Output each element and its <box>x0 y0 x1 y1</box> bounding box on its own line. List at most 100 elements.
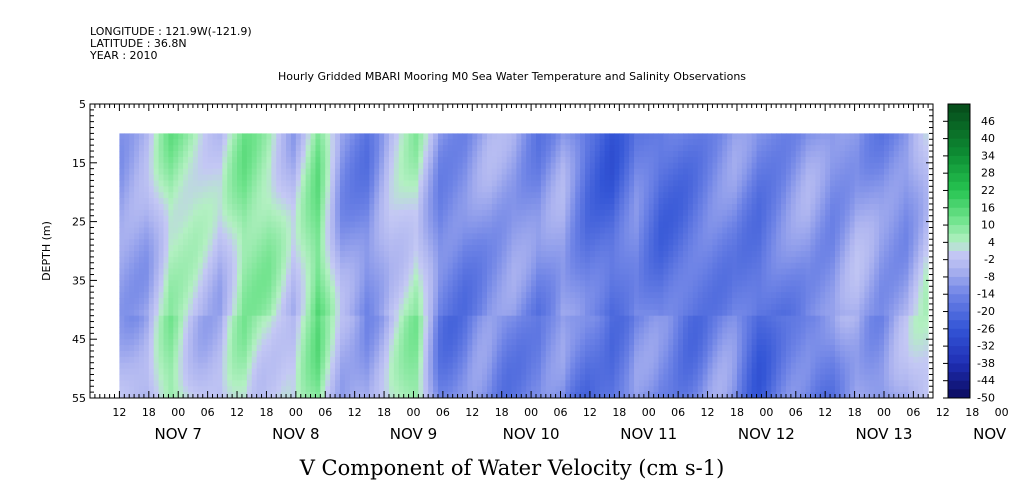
heatmap-cell <box>315 392 321 399</box>
heatmap-cell <box>624 292 630 299</box>
heatmap-cell <box>300 356 307 364</box>
heatmap-cell <box>148 368 155 375</box>
heatmap-cell <box>300 198 307 205</box>
heatmap-cell <box>197 292 204 299</box>
heatmap-cell <box>643 386 650 393</box>
heatmap-cell <box>428 239 434 246</box>
heatmap-cell <box>398 315 405 323</box>
heatmap-cell <box>168 256 174 264</box>
heatmap-cell <box>251 339 258 346</box>
heatmap-cell <box>467 168 473 176</box>
heatmap-cell <box>354 145 361 152</box>
heatmap-cell <box>580 315 586 323</box>
heatmap-cell <box>594 233 601 240</box>
heatmap-cell <box>589 374 596 381</box>
heatmap-cell <box>286 315 292 323</box>
heatmap-cell <box>315 321 321 328</box>
heatmap-cell <box>442 221 449 228</box>
heatmap-cell <box>398 251 405 258</box>
heatmap-cell <box>531 362 537 370</box>
heatmap-cell <box>491 156 498 164</box>
heatmap-cell <box>486 356 493 364</box>
heatmap-cell <box>496 380 503 387</box>
heatmap-cell <box>290 392 297 399</box>
heatmap-cell <box>227 315 233 323</box>
heatmap-cell <box>418 339 424 346</box>
heatmap-cell <box>643 256 650 264</box>
heatmap-cell <box>408 162 414 170</box>
heatmap-cell <box>609 227 615 234</box>
heatmap-cell <box>501 245 508 252</box>
heatmap-cell <box>526 380 532 387</box>
heatmap-cell <box>315 151 321 158</box>
heatmap-cell <box>143 362 150 370</box>
heatmap-cell <box>408 145 414 152</box>
heatmap-cell <box>585 362 591 370</box>
heatmap-cell <box>335 256 341 264</box>
heatmap-cell <box>173 333 179 340</box>
heatmap-cell <box>477 298 483 305</box>
heatmap-cell <box>188 315 194 323</box>
heatmap-cell <box>413 186 419 193</box>
heatmap-cell <box>624 321 630 328</box>
heatmap-cell <box>575 256 581 264</box>
heatmap-cell <box>437 315 444 323</box>
heatmap-cell <box>276 327 282 334</box>
heatmap-cell <box>261 168 267 176</box>
heatmap-cell <box>560 309 566 317</box>
heatmap-cell <box>482 315 488 323</box>
heatmap-cell <box>158 139 165 146</box>
heatmap-cell <box>398 298 405 305</box>
heatmap-cell <box>374 380 380 387</box>
heatmap-cell <box>188 180 194 187</box>
heatmap-cell <box>300 280 307 287</box>
heatmap-cell <box>344 151 351 158</box>
heatmap-cell <box>320 315 326 323</box>
heatmap-cell <box>315 133 321 140</box>
heatmap-cell <box>545 198 552 205</box>
heatmap-cell <box>158 309 165 317</box>
heatmap-cell <box>570 286 576 293</box>
heatmap-cell <box>540 350 547 358</box>
heatmap-cell <box>594 174 601 181</box>
heatmap-cell <box>124 198 130 205</box>
heatmap-cell <box>570 245 576 252</box>
heatmap-cell <box>570 203 576 211</box>
heatmap-cell <box>634 280 640 287</box>
heatmap-cell <box>335 180 341 187</box>
heatmap-cell <box>364 374 370 381</box>
heatmap-cell <box>286 186 292 193</box>
heatmap-cell <box>305 303 312 311</box>
heatmap-cell <box>379 233 385 240</box>
heatmap-cell <box>619 174 625 181</box>
heatmap-cell <box>496 362 503 370</box>
heatmap-cell <box>604 168 611 176</box>
heatmap-cell <box>575 262 581 270</box>
heatmap-cell <box>511 303 517 311</box>
heatmap-cell <box>452 203 459 211</box>
heatmap-cell <box>286 292 292 299</box>
heatmap-cell <box>246 174 253 181</box>
heatmap-cell <box>173 268 179 276</box>
heatmap-cell <box>202 262 209 270</box>
heatmap-cell <box>237 268 243 276</box>
heatmap-cell <box>599 198 606 205</box>
heatmap-cell <box>266 368 272 375</box>
heatmap-cell <box>290 362 297 370</box>
heatmap-cell <box>359 145 365 152</box>
heatmap-cell <box>457 145 463 152</box>
heatmap-cell <box>496 215 503 223</box>
heatmap-cell <box>511 151 517 158</box>
heatmap-cell <box>482 251 488 258</box>
heatmap-cell <box>197 380 204 387</box>
heatmap-cell <box>379 374 385 381</box>
heatmap-cell <box>148 139 155 146</box>
heatmap-cell <box>178 374 184 381</box>
heatmap-cell <box>496 292 503 299</box>
heatmap-cell <box>173 180 179 187</box>
heatmap-cell <box>256 315 263 323</box>
heatmap-cell <box>339 186 346 193</box>
heatmap-cell <box>526 156 532 164</box>
heatmap-cell <box>609 392 615 399</box>
heatmap-cell <box>585 156 591 164</box>
